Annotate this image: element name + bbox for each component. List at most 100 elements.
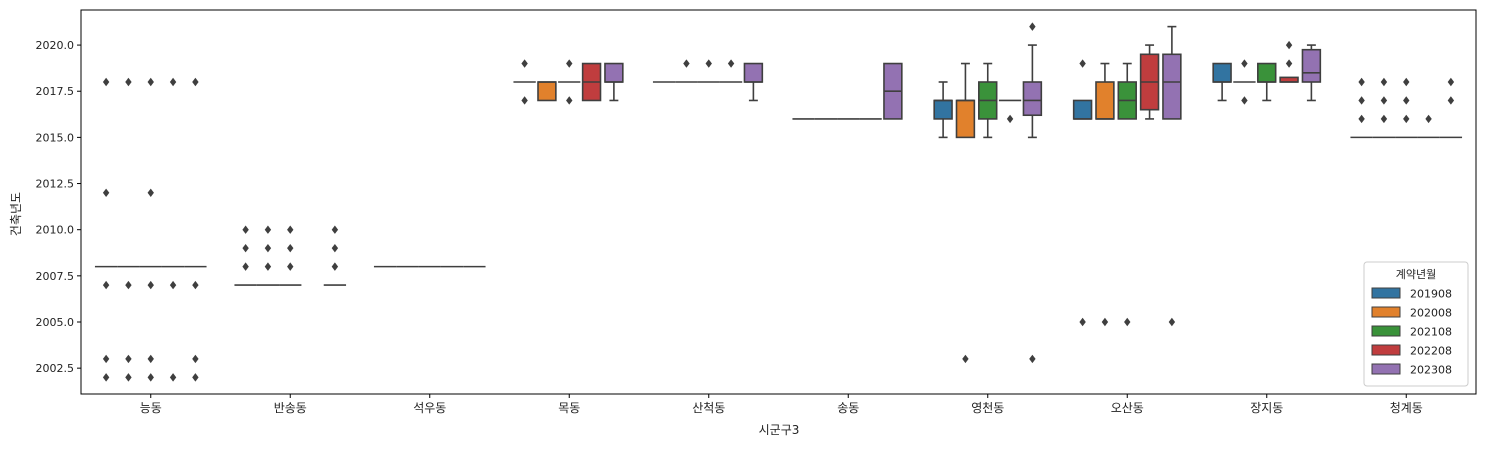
box-9-4 <box>1439 77 1463 139</box>
outlier-point <box>147 188 154 197</box>
box-8-4 <box>1301 44 1322 102</box>
outlier-point <box>1079 317 1086 327</box>
box-9-1 <box>1372 77 1396 139</box>
box-3-4 <box>604 62 624 102</box>
box-7-1 <box>1095 62 1115 327</box>
outlier-point <box>1006 114 1014 124</box>
box-group-6 <box>933 22 1043 364</box>
x-tick-label: 오산동 <box>1111 401 1144 415</box>
outlier-point <box>242 262 249 271</box>
legend-entry-label: 202008 <box>1410 307 1452 320</box>
outlier-point <box>521 59 528 68</box>
x-tick-label: 산척동 <box>692 401 725 415</box>
outlier-point <box>147 354 154 364</box>
y-tick-label: 2015.0 <box>36 131 75 144</box>
outlier-point <box>1101 317 1109 327</box>
outlier-point <box>1285 40 1293 50</box>
outlier-point <box>1358 96 1365 105</box>
outlier-point <box>264 243 272 253</box>
box-0-0 <box>94 77 118 382</box>
outlier-point <box>169 373 177 382</box>
legend-swatch <box>1371 287 1401 299</box>
outlier-point <box>1079 59 1086 68</box>
y-tick-label: 2012.5 <box>36 178 75 191</box>
outlier-point <box>1124 317 1131 327</box>
outlier-point <box>1380 114 1388 124</box>
y-tick-label: 2020.0 <box>36 39 75 52</box>
outlier-point <box>192 280 199 290</box>
box-4-4 <box>743 62 764 102</box>
y-tick-label: 2010.0 <box>36 224 75 237</box>
box-1-4 <box>323 225 347 286</box>
outlier-point <box>705 59 712 68</box>
box-group-5 <box>792 62 903 120</box>
box-body <box>1095 81 1115 120</box>
outlier-point <box>1447 77 1455 87</box>
outlier-point <box>1358 77 1365 87</box>
outlier-point <box>521 96 528 105</box>
outlier-point <box>1403 77 1410 87</box>
box-4-2 <box>697 59 720 83</box>
plot-area <box>80 9 1477 395</box>
box-group-0 <box>94 77 207 382</box>
y-axis-label: 건축년도 <box>9 192 23 236</box>
box-6-1 <box>955 62 976 364</box>
box-8-1 <box>1233 59 1256 105</box>
outlier-point <box>1241 59 1248 68</box>
box-0-4 <box>184 77 207 382</box>
legend-swatch <box>1371 325 1401 337</box>
outlier-point <box>1168 317 1176 327</box>
legend-entry-label: 202308 <box>1410 364 1452 377</box>
legend-title: 계약년월 <box>1396 267 1436 281</box>
x-axis-label: 시군구3 <box>759 423 800 437</box>
outlier-point <box>727 59 735 68</box>
outlier-point <box>125 77 132 87</box>
box-8-2 <box>1257 62 1277 102</box>
x-tick-label: 장지동 <box>1250 401 1283 415</box>
outlier-point <box>1358 114 1365 124</box>
x-tick-label: 송동 <box>837 401 859 415</box>
outlier-point <box>962 354 969 364</box>
outlier-point <box>125 373 132 382</box>
outlier-point <box>1241 96 1248 105</box>
x-axis: 능동 반송동 석우동 목동 산척동 송동 영천동 오산동 장지동 청계동 <box>140 394 1423 415</box>
x-tick-label: 목동 <box>558 401 580 415</box>
y-axis: 2002.5 2005.0 2007.5 2010.0 2012.5 2015.0 2017… <box>36 39 81 375</box>
box-body <box>604 62 624 83</box>
outlier-point <box>1029 354 1036 364</box>
box-0-2 <box>139 77 162 382</box>
box-body <box>1022 81 1043 117</box>
outlier-point <box>169 77 177 87</box>
outlier-point <box>287 225 294 234</box>
outlier-point <box>331 262 339 271</box>
plot-frame <box>80 9 1477 395</box>
box-8-3 <box>1279 40 1299 83</box>
legend-swatch <box>1371 363 1401 375</box>
outlier-point <box>147 280 154 290</box>
outlier-point <box>264 225 272 234</box>
outlier-point <box>331 243 339 253</box>
box-4-1 <box>675 59 698 83</box>
outlier-point <box>102 373 110 382</box>
box-6-2 <box>978 62 998 139</box>
legend: 계약년월 201908 202008 202108 202208 202308 <box>1363 261 1469 387</box>
box-group-4 <box>652 59 764 102</box>
outlier-point <box>102 188 110 197</box>
outlier-point <box>102 280 110 290</box>
outlier-point <box>1285 59 1293 68</box>
legend-entry-label: 202108 <box>1410 326 1452 339</box>
x-tick-label: 석우동 <box>413 401 446 415</box>
outlier-point <box>566 59 573 68</box>
box-body <box>1257 62 1277 83</box>
box-0-3 <box>161 77 185 382</box>
outlier-point <box>147 77 154 87</box>
outlier-point <box>1447 96 1455 105</box>
box-body <box>955 99 976 139</box>
box-5-4 <box>883 62 903 120</box>
box-body <box>1301 48 1322 83</box>
x-tick-label: 청계동 <box>1390 401 1423 415</box>
box-body <box>743 62 764 83</box>
outlier-point <box>683 59 690 68</box>
box-7-3 <box>1139 44 1160 120</box>
